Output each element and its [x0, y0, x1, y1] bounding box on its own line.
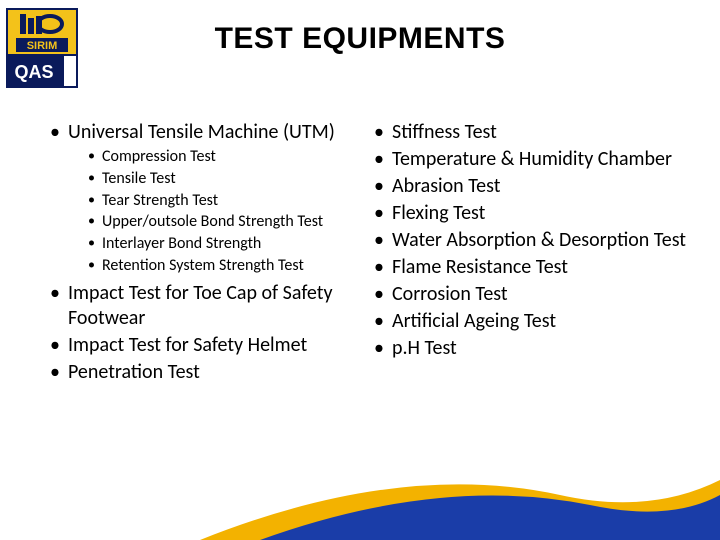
sub-list-item: Tear Strength Test [68, 191, 366, 212]
list-item-text: Temperature & Humidity Chamber [392, 147, 672, 171]
list-item: Stiffness Test [374, 120, 690, 145]
list-item-text: Impact Test for Safety Helmet [68, 333, 307, 357]
list-item-text: Impact Test for Toe Cap of Safety Footwe… [68, 281, 333, 330]
list-item-text: Corrosion Test [392, 282, 508, 306]
list-item: Corrosion Test [374, 282, 690, 307]
list-item-text: Penetration Test [68, 360, 200, 384]
list-item-text: Water Absorption & Desorption Test [392, 228, 686, 252]
decorative-wave [0, 450, 720, 540]
list-item: Flame Resistance Test [374, 255, 690, 280]
list-item: Universal Tensile Machine (UTM) Compressi… [50, 120, 366, 277]
list-item-text: Artificial Ageing Test [392, 309, 556, 333]
list-item: Flexing Test [374, 201, 690, 226]
sub-list-item: Compression Test [68, 147, 366, 168]
content-columns: Universal Tensile Machine (UTM) Compressi… [50, 120, 690, 387]
list-item: p.H Test [374, 336, 690, 361]
list-item: Impact Test for Toe Cap of Safety Footwe… [50, 281, 366, 331]
sub-list-item: Interlayer Bond Strength [68, 234, 366, 255]
list-item: Temperature & Humidity Chamber [374, 147, 690, 172]
svg-text:QAS: QAS [14, 62, 53, 82]
list-item: Water Absorption & Desorption Test [374, 228, 690, 253]
list-item: Impact Test for Safety Helmet [50, 333, 366, 358]
list-item-text: p.H Test [392, 336, 457, 360]
sub-list-item: Tensile Test [68, 169, 366, 190]
sub-list: Compression TestTensile TestTear Strengt… [68, 147, 366, 277]
sub-list-item: Upper/outsole Bond Strength Test [68, 212, 366, 233]
list-item: Penetration Test [50, 360, 366, 385]
list-item-text: Abrasion Test [392, 174, 500, 198]
sub-list-item: Retention System Strength Test [68, 256, 366, 277]
slide-title: TEST EQUIPMENTS [0, 22, 720, 56]
list-item-text: Flame Resistance Test [392, 255, 568, 279]
list-item-text: Universal Tensile Machine (UTM) [68, 120, 335, 144]
list-item-text: Stiffness Test [392, 120, 497, 144]
list-item-text: Flexing Test [392, 201, 485, 225]
list-item: Artificial Ageing Test [374, 309, 690, 334]
list-item: Abrasion Test [374, 174, 690, 199]
right-column: Stiffness Test Temperature & Humidity Cha… [370, 120, 690, 387]
left-column: Universal Tensile Machine (UTM) Compressi… [50, 120, 370, 387]
